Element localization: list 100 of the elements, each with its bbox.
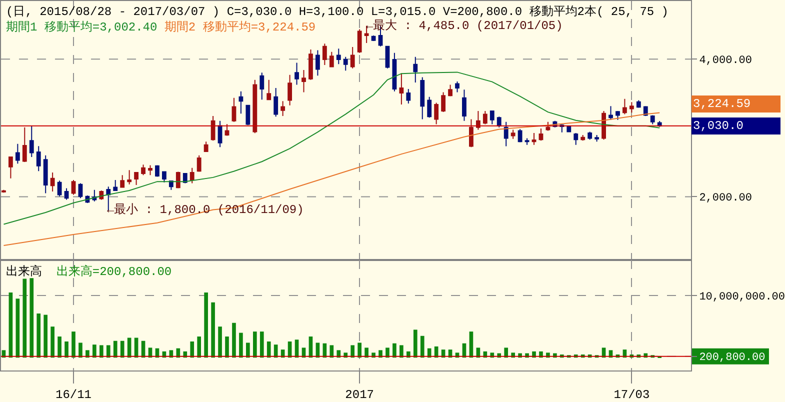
bar — [36, 314, 41, 358]
candlestick — [343, 56, 348, 72]
candlestick — [518, 128, 522, 143]
bar — [106, 345, 110, 358]
candlestick — [106, 186, 111, 211]
bar — [8, 292, 13, 358]
text: 期間1 移動平均=3,002.40 — [6, 20, 158, 35]
candlestick — [22, 126, 27, 162]
candlestick — [482, 110, 488, 125]
candlestick — [329, 51, 334, 68]
candlestick — [260, 72, 264, 100]
candlestick — [302, 69, 306, 93]
y-tick-label: 10,000,000.00 — [699, 291, 785, 304]
candlestick — [190, 167, 194, 184]
candlestick — [524, 138, 530, 146]
bar — [92, 344, 96, 358]
text: 出来高 — [6, 265, 42, 279]
candlestick — [134, 172, 138, 186]
candlestick — [462, 89, 466, 122]
candlestick — [162, 171, 166, 183]
bar — [232, 322, 236, 358]
candlestick — [71, 179, 76, 196]
chart-title: (日, 2015/08/28 - 2017/03/07 ) C=3,030.0 H=3,100.0 L=3,015.0 V=200,800.0 移動平均2本( 25, 75 ) — [6, 5, 668, 19]
candlestick — [308, 49, 313, 80]
candlestick — [8, 156, 13, 179]
candlestick — [113, 179, 118, 192]
candlestick — [288, 74, 292, 106]
candlestick — [420, 76, 425, 120]
candlestick — [636, 100, 641, 108]
candlestick — [476, 110, 480, 130]
candlestick — [127, 170, 132, 185]
bar — [364, 348, 368, 358]
candlestick — [538, 128, 544, 142]
candlestick — [490, 110, 494, 125]
candlestick — [196, 154, 202, 172]
candlestick — [574, 132, 578, 146]
y-tick-label: 200,800.00 — [699, 352, 766, 364]
bar — [392, 343, 396, 358]
candlestick — [616, 110, 620, 120]
candlestick — [580, 134, 586, 142]
candlestick — [294, 62, 299, 86]
x-tick-label: 2017 — [345, 388, 374, 402]
bar — [260, 332, 264, 358]
candlestick — [274, 88, 278, 118]
bar — [504, 348, 508, 358]
candlestick — [427, 96, 432, 118]
x-tick-label: 16/11 — [55, 388, 92, 402]
annotation: ←最小 : 1,800.0 (2016/11/09) — [107, 203, 304, 217]
bar — [99, 345, 104, 358]
candlestick — [510, 129, 516, 140]
candlestick — [182, 172, 188, 184]
candlestick — [594, 134, 600, 142]
candlestick — [504, 121, 508, 147]
candlestick — [246, 104, 250, 126]
candlestick — [57, 180, 62, 197]
candlestick — [357, 28, 362, 54]
bar — [190, 341, 194, 358]
candlestick — [608, 106, 613, 120]
candlestick — [322, 43, 327, 66]
candlestick — [252, 79, 258, 134]
candlestick — [2, 189, 6, 194]
x-tick-label: 17/03 — [614, 388, 650, 402]
candlestick — [643, 106, 648, 116]
bar — [72, 332, 76, 358]
candlestick — [155, 164, 160, 178]
bar — [358, 342, 362, 358]
bar — [30, 278, 34, 358]
candlestick — [43, 154, 48, 194]
bar — [252, 332, 257, 358]
line-series — [3, 112, 660, 246]
candlestick — [455, 80, 460, 93]
candlestick — [350, 46, 355, 69]
candlestick — [204, 141, 208, 153]
bar — [266, 341, 271, 358]
bar — [78, 342, 82, 358]
bar — [58, 336, 62, 358]
text: 3,224.59 — [693, 97, 751, 111]
candlestick — [448, 84, 452, 97]
candlestick — [546, 121, 550, 132]
candlestick — [385, 46, 390, 69]
bar — [413, 330, 418, 358]
bar — [420, 336, 424, 358]
bar — [44, 314, 48, 358]
candlestick — [238, 90, 244, 114]
bar — [113, 340, 118, 358]
candlestick — [148, 164, 152, 176]
series-label: 出来高=200,800.00 — [56, 264, 172, 279]
bar — [211, 302, 215, 358]
bar — [16, 298, 20, 358]
candlestick — [629, 102, 634, 114]
candlestick — [336, 48, 341, 65]
candlestick — [36, 146, 41, 172]
candlestick — [413, 56, 418, 83]
bar — [22, 278, 27, 358]
candlestick — [434, 102, 439, 125]
candlestick — [406, 88, 411, 104]
candlestick — [50, 172, 55, 192]
y-tick-label: 2,000.00 — [699, 192, 752, 205]
bar — [330, 345, 334, 358]
line-series — [3, 72, 660, 225]
